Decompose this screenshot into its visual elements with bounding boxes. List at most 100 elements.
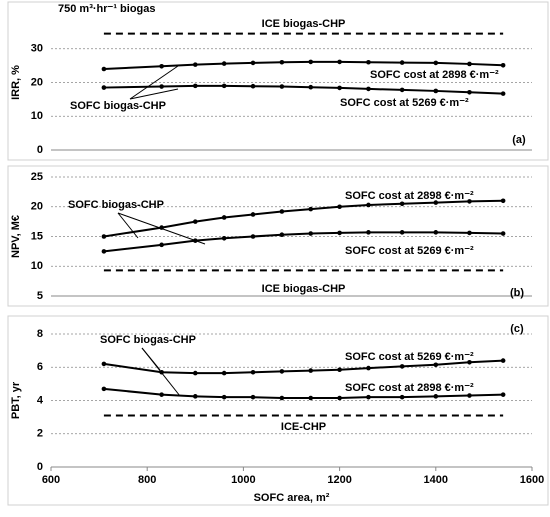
- point: [308, 206, 314, 212]
- point: [250, 394, 256, 400]
- point: [366, 86, 371, 92]
- point: [193, 394, 198, 399]
- x-tick-label: 600: [42, 474, 60, 486]
- point: [467, 359, 472, 365]
- point: [308, 231, 314, 236]
- series-label: SOFC cost at 2898 €·m⁻²: [345, 382, 474, 394]
- point: [159, 84, 164, 89]
- point: [250, 369, 256, 375]
- y-axis-label: NPV, M€: [10, 215, 22, 258]
- x-tick-label: 1400: [424, 474, 448, 486]
- point: [101, 85, 107, 90]
- point: [308, 59, 314, 65]
- point: [250, 83, 256, 89]
- point: [467, 230, 472, 236]
- point: [467, 61, 472, 67]
- point: [308, 368, 314, 373]
- reference-label: ICE biogas-CHP: [262, 283, 346, 295]
- point: [366, 59, 371, 65]
- leader-line: [129, 65, 179, 100]
- point: [433, 230, 439, 235]
- point: [101, 386, 107, 392]
- point: [337, 230, 342, 236]
- y-tick-label: 20: [31, 201, 43, 213]
- point: [101, 361, 107, 367]
- reference-label: ICE-CHP: [281, 421, 326, 433]
- y-tick-label: 2: [37, 428, 43, 440]
- leader-line: [141, 347, 181, 397]
- point: [101, 66, 107, 72]
- panel-label: (c): [510, 323, 524, 335]
- point: [433, 60, 439, 66]
- point: [500, 231, 506, 236]
- series-label: SOFC cost at 2898 €·m⁻²: [370, 69, 499, 81]
- point: [366, 394, 371, 400]
- annotation: SOFC biogas-CHP: [70, 100, 166, 112]
- point: [101, 234, 107, 239]
- leader-line: [117, 212, 139, 239]
- point: [221, 370, 227, 376]
- point: [221, 235, 227, 241]
- point: [279, 232, 285, 238]
- y-tick-label: 0: [37, 461, 43, 473]
- point: [366, 365, 371, 371]
- y-tick-label: 5: [37, 290, 43, 302]
- point: [159, 242, 164, 248]
- series-label: SOFC cost at 2898 €·m⁻²: [345, 190, 474, 202]
- point: [399, 364, 405, 369]
- y-tick-label: 6: [37, 361, 43, 373]
- annotation: SOFC biogas-CHP: [68, 199, 164, 211]
- point: [433, 362, 439, 368]
- subtitle: 750 m³·hr⁻¹ biogas: [58, 3, 156, 15]
- x-tick-label: 1600: [520, 474, 544, 486]
- point: [159, 64, 164, 69]
- panel-frame: [7, 165, 549, 307]
- point: [337, 85, 342, 91]
- panel-frame: [7, 315, 549, 506]
- point: [500, 198, 506, 204]
- leader-line: [129, 88, 179, 100]
- x-tick-label: 1200: [327, 474, 351, 486]
- point: [221, 83, 227, 89]
- point: [279, 84, 285, 89]
- point: [279, 369, 285, 374]
- point: [399, 60, 405, 65]
- point: [433, 200, 439, 205]
- point: [500, 392, 506, 397]
- point: [399, 394, 405, 400]
- series-label: SOFC cost at 5269 €·m⁻²: [345, 245, 474, 257]
- point: [250, 212, 256, 217]
- point: [467, 199, 472, 204]
- point: [399, 230, 405, 235]
- point: [193, 83, 198, 89]
- point: [337, 395, 342, 401]
- point: [366, 230, 371, 235]
- point: [308, 395, 314, 401]
- y-tick-label: 0: [37, 144, 43, 156]
- point: [193, 219, 198, 224]
- point: [399, 87, 405, 93]
- point: [337, 59, 342, 65]
- y-tick-label: 8: [37, 328, 43, 340]
- point: [159, 392, 164, 397]
- y-tick-label: 20: [31, 76, 43, 88]
- point: [279, 59, 285, 65]
- panel-frame: [7, 1, 549, 161]
- y-tick-label: 10: [31, 110, 43, 122]
- point: [221, 61, 227, 66]
- point: [221, 394, 227, 400]
- x-tick-label: 800: [138, 474, 156, 486]
- x-tick-label: 1000: [231, 474, 255, 486]
- point: [250, 60, 256, 66]
- series-label: SOFC cost at 5269 €·m⁻²: [345, 351, 474, 363]
- y-tick-label: 10: [31, 260, 43, 272]
- point: [337, 204, 342, 210]
- point: [308, 84, 314, 90]
- y-axis-label: IRR, %: [10, 65, 22, 100]
- y-tick-label: 25: [31, 171, 43, 183]
- point: [399, 201, 405, 207]
- series-label: SOFC cost at 5269 €·m⁻²: [340, 97, 469, 109]
- point: [467, 393, 472, 398]
